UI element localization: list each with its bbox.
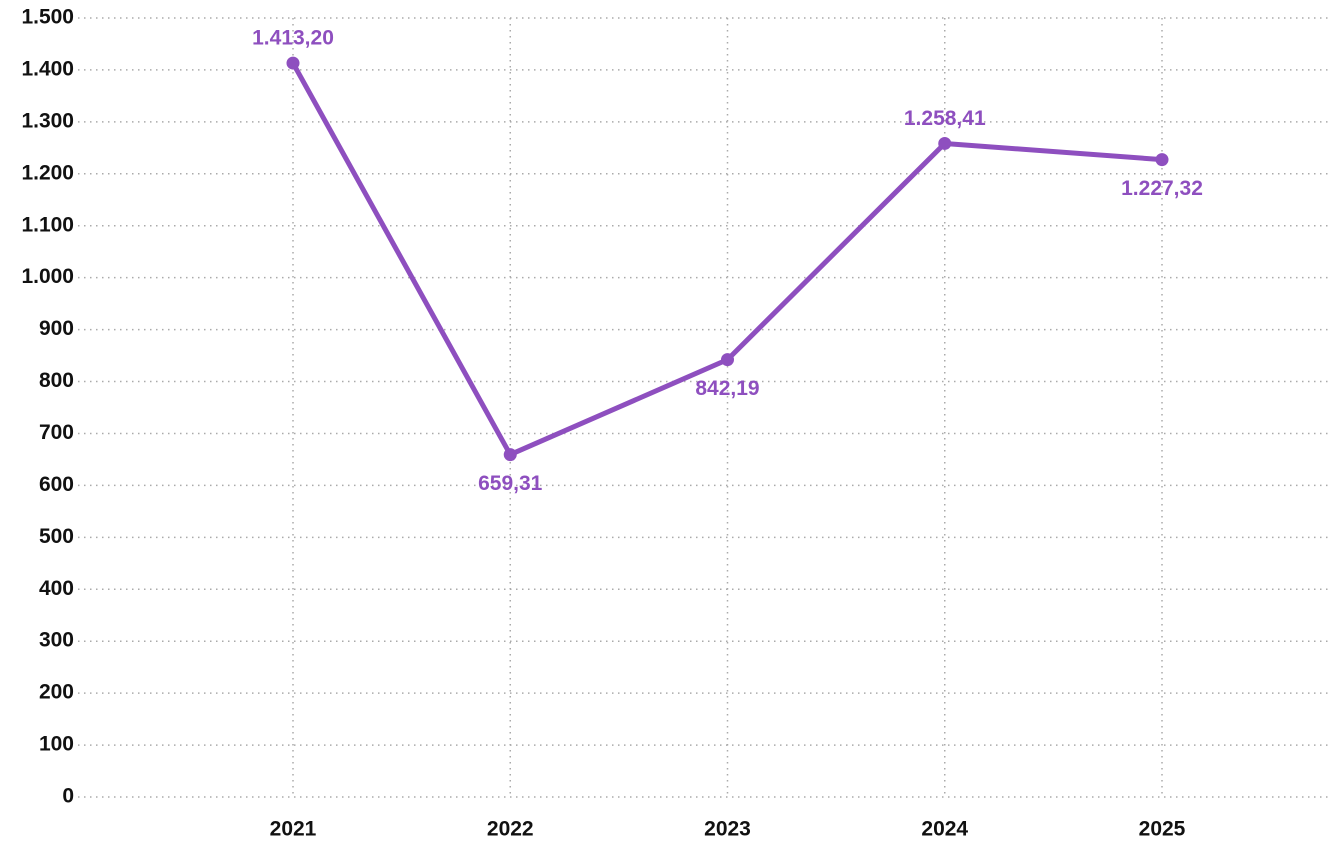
y-tick-label: 400: [39, 577, 74, 600]
x-tick-label: 2024: [921, 818, 968, 841]
y-tick-label: 1.200: [21, 161, 74, 184]
x-tick-label: 2025: [1139, 818, 1186, 841]
x-tick-label: 2022: [487, 818, 534, 841]
y-tick-label: 800: [39, 369, 74, 392]
point: [286, 56, 300, 70]
point: [938, 136, 952, 150]
y-tick-label: 500: [39, 525, 74, 548]
point: [721, 353, 734, 367]
point: [1155, 153, 1169, 167]
y-tick-label: 900: [39, 317, 74, 340]
data-label: 659,31: [478, 472, 543, 495]
y-tick-label: 700: [39, 421, 74, 444]
data-label: 1.413,20: [252, 27, 334, 50]
data-label: 842,19: [695, 377, 759, 400]
y-tick-label: 1.000: [21, 265, 74, 288]
y-tick-label: 0: [62, 785, 74, 808]
y-tick-label: 600: [39, 473, 74, 496]
y-tick-label: 200: [39, 681, 74, 704]
y-tick-label: 100: [39, 733, 74, 756]
x-tick-label: 2021: [270, 818, 317, 841]
data-label: 1.258,41: [904, 107, 986, 130]
y-tick-label: 300: [39, 629, 74, 652]
x-tick-label: 2023: [704, 818, 751, 841]
y-tick-label: 1.100: [21, 213, 74, 236]
y-tick-label: 1.500: [21, 6, 74, 29]
data-label: 1.227,32: [1121, 177, 1203, 200]
point: [503, 448, 517, 462]
y-tick-label: 1.300: [21, 109, 74, 132]
y-tick-label: 1.400: [21, 57, 74, 80]
